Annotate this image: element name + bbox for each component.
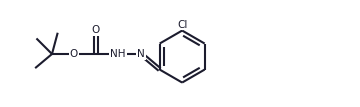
Text: Cl: Cl xyxy=(177,20,187,30)
Text: O: O xyxy=(92,25,100,35)
Text: O: O xyxy=(70,49,78,59)
Text: NH: NH xyxy=(110,49,126,59)
Text: N: N xyxy=(137,49,145,59)
